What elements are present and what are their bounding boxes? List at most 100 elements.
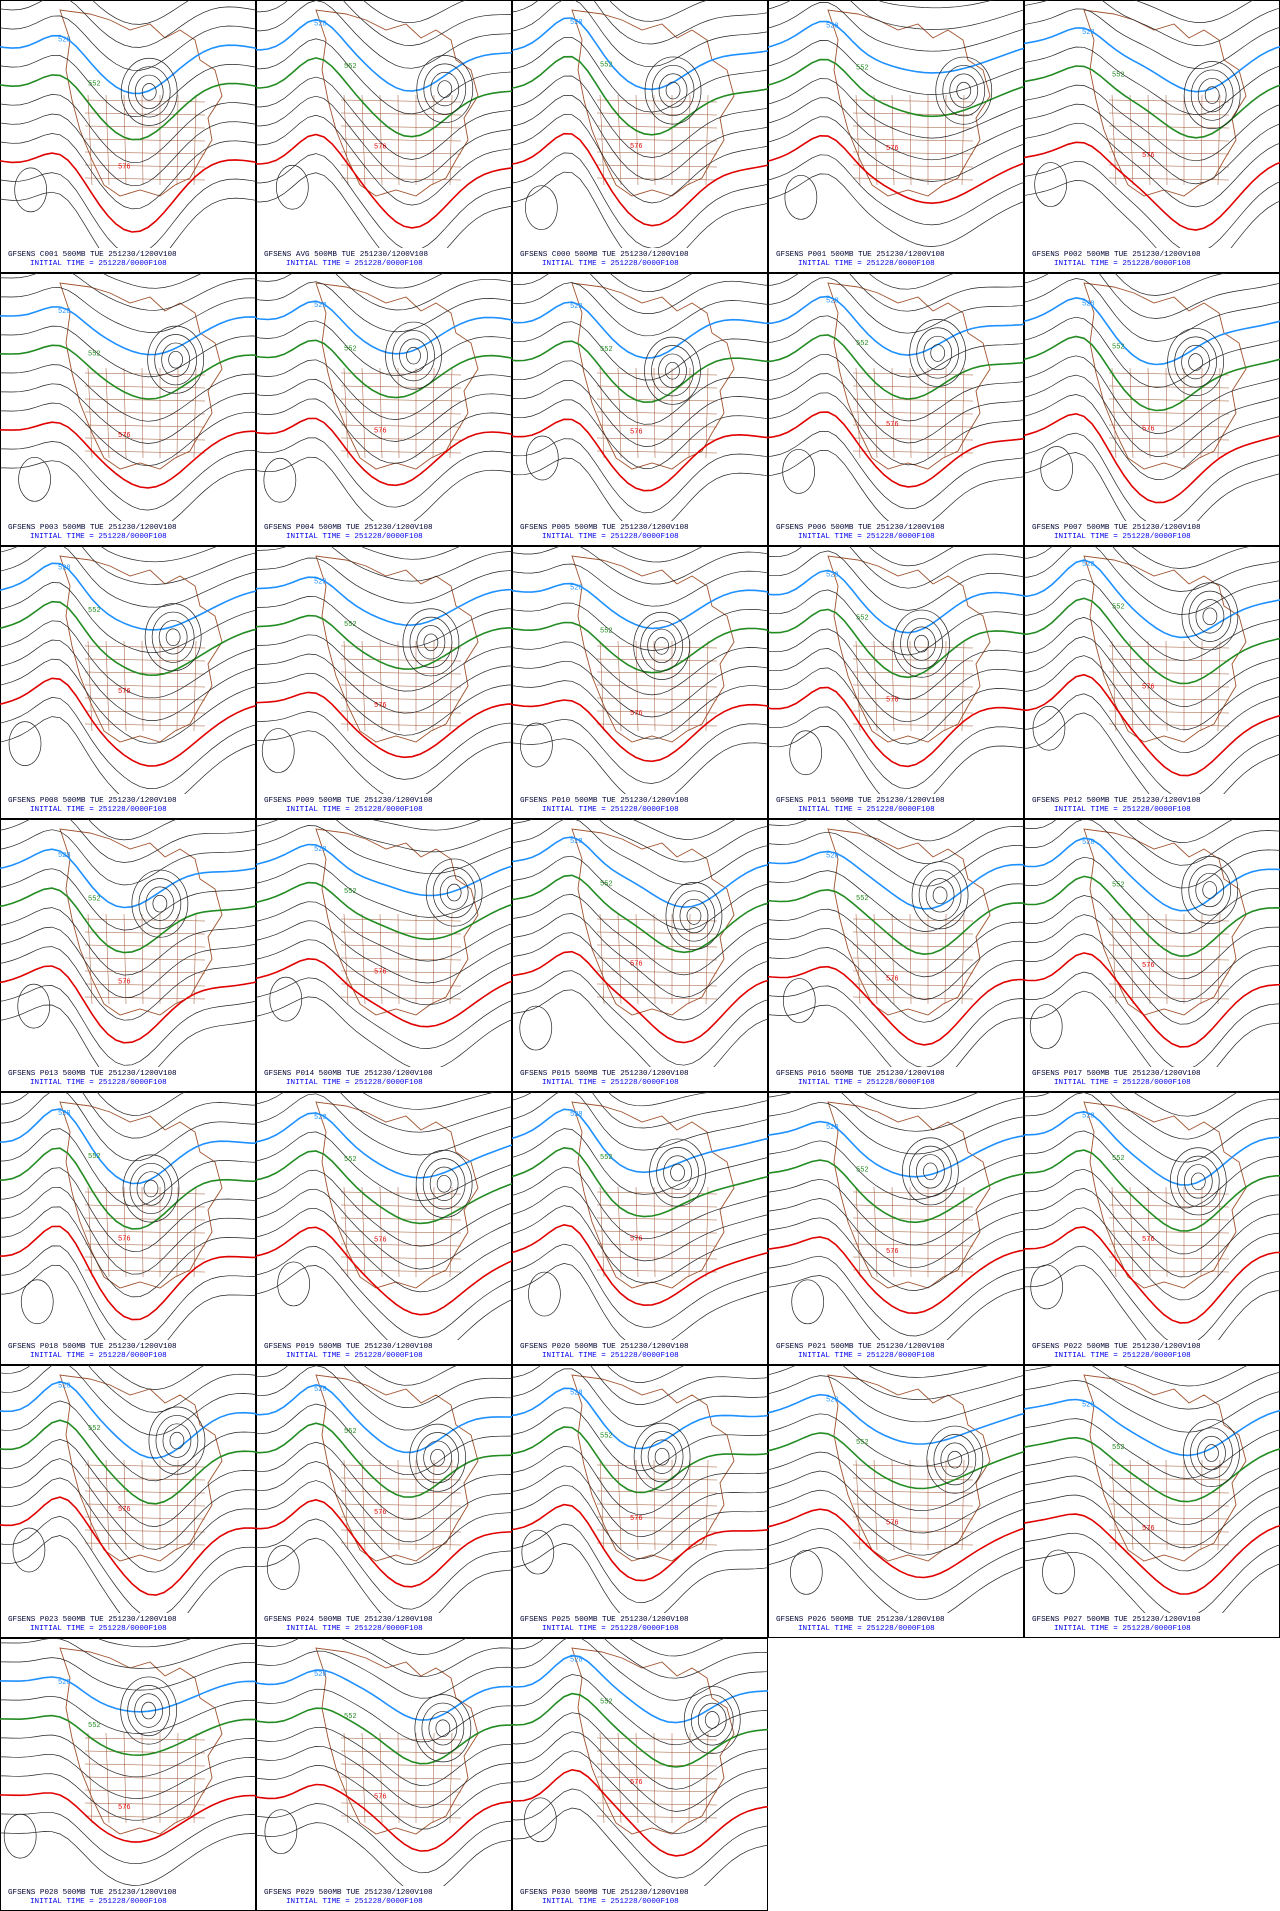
contour-label: 552 (88, 1722, 101, 1730)
state-border (340, 1763, 462, 1767)
contour-label: 576 (630, 961, 643, 969)
low-contour (935, 56, 993, 125)
panel-subtitle: INITIAL TIME = 251228/0000F108 (30, 533, 167, 541)
state-border (852, 450, 974, 454)
high-contour (18, 456, 51, 502)
low-contour (902, 1137, 959, 1206)
panel-title: GFSENS P011 500MB TUE 251230/1200V108 (776, 797, 945, 805)
state-border (340, 1503, 462, 1507)
low-contour (430, 71, 460, 107)
height-contour (256, 114, 512, 206)
height-contour (0, 946, 256, 1021)
state-border (1217, 640, 1221, 732)
height-contour (512, 718, 768, 784)
state-border (596, 1737, 718, 1741)
low-contour (169, 1431, 185, 1450)
height-contour (1024, 578, 1280, 661)
panel-border (768, 1092, 1024, 1365)
contour-label: 528 (826, 571, 839, 579)
height-contour (768, 1470, 1024, 1534)
state-border (432, 1186, 435, 1278)
state-border (397, 640, 400, 732)
height-contour (256, 1803, 512, 1874)
height-contour (768, 173, 1024, 247)
height-contour (0, 1638, 256, 1669)
height-contour (1024, 1092, 1280, 1140)
state-border (688, 94, 691, 186)
state-border (635, 1732, 639, 1824)
height-contour (512, 94, 768, 181)
height-contour (0, 848, 256, 909)
high-contour (20, 1279, 54, 1325)
contour-label: 528 (58, 852, 71, 860)
low-contour (422, 1158, 466, 1210)
state-border (961, 640, 965, 732)
panel-title: GFSENS P017 500MB TUE 251230/1200V108 (1032, 1070, 1201, 1078)
height-contour (0, 1734, 256, 1778)
contour-label: 576 (374, 1236, 387, 1244)
contour-label: 576 (118, 688, 131, 696)
state-border (852, 138, 974, 142)
low-contour (1176, 1155, 1220, 1207)
height-contour (512, 132, 768, 227)
state-border (1108, 658, 1230, 662)
low-contour (141, 1701, 156, 1720)
panel-subtitle: INITIAL TIME = 251228/0000F108 (30, 1898, 167, 1906)
coastline (1083, 1374, 1247, 1562)
map-panel: 528 552 576 GFSENS P011 500MB TUE 251230/12… (768, 546, 1024, 819)
height-contour (0, 113, 256, 187)
height-contour (512, 621, 768, 674)
state-border (176, 367, 179, 459)
contour-label: 528 (826, 298, 839, 306)
state-border (123, 640, 127, 732)
height-contour (256, 281, 512, 333)
height-contour (1024, 673, 1280, 777)
height-contour (512, 0, 768, 68)
contour-label: 552 (856, 614, 869, 622)
height-contour (512, 36, 768, 113)
state-border (1111, 913, 1117, 1005)
height-contour (0, 1004, 256, 1067)
coastline (827, 1374, 991, 1562)
height-contour (1024, 636, 1280, 730)
state-border (1147, 367, 1151, 459)
state-border (596, 1230, 718, 1234)
height-contour (0, 620, 256, 699)
state-border (852, 437, 974, 441)
low-contour (893, 609, 950, 678)
panel-subtitle: INITIAL TIME = 251228/0000F108 (286, 533, 423, 541)
low-contour (658, 73, 688, 108)
height-contour (1130, 546, 1255, 569)
state-border (84, 112, 206, 116)
low-contour (421, 1702, 465, 1754)
panel-border (0, 546, 256, 819)
map-panel: 528 552 576 GFSENS C001 500MB TUE 251230/12… (0, 0, 256, 273)
height-contour (768, 273, 1024, 312)
state-border (84, 684, 206, 688)
height-contour (1024, 316, 1280, 388)
map-area: 528 552 576 (768, 273, 1024, 521)
height-contour (768, 353, 1024, 422)
height-contour (256, 1169, 512, 1247)
height-contour (768, 276, 1024, 334)
height-contour (256, 1726, 512, 1786)
height-contour (768, 667, 1024, 745)
height-contour (768, 78, 1024, 139)
state-border (340, 723, 462, 727)
low-contour (911, 861, 969, 930)
low-contour (644, 56, 702, 125)
state-border (653, 1732, 656, 1824)
state-border (596, 99, 718, 103)
state-border (449, 1732, 453, 1824)
panel-border (512, 1365, 768, 1638)
height-contour (256, 1480, 512, 1565)
state-border (596, 1217, 718, 1221)
high-contour (275, 164, 309, 210)
state-border (340, 645, 462, 649)
state-border (1217, 94, 1221, 186)
state-border (141, 1732, 144, 1824)
low-contour (414, 1694, 472, 1763)
height-contour (1024, 84, 1280, 162)
state-border (340, 944, 462, 948)
contour-label: 576 (886, 145, 899, 153)
